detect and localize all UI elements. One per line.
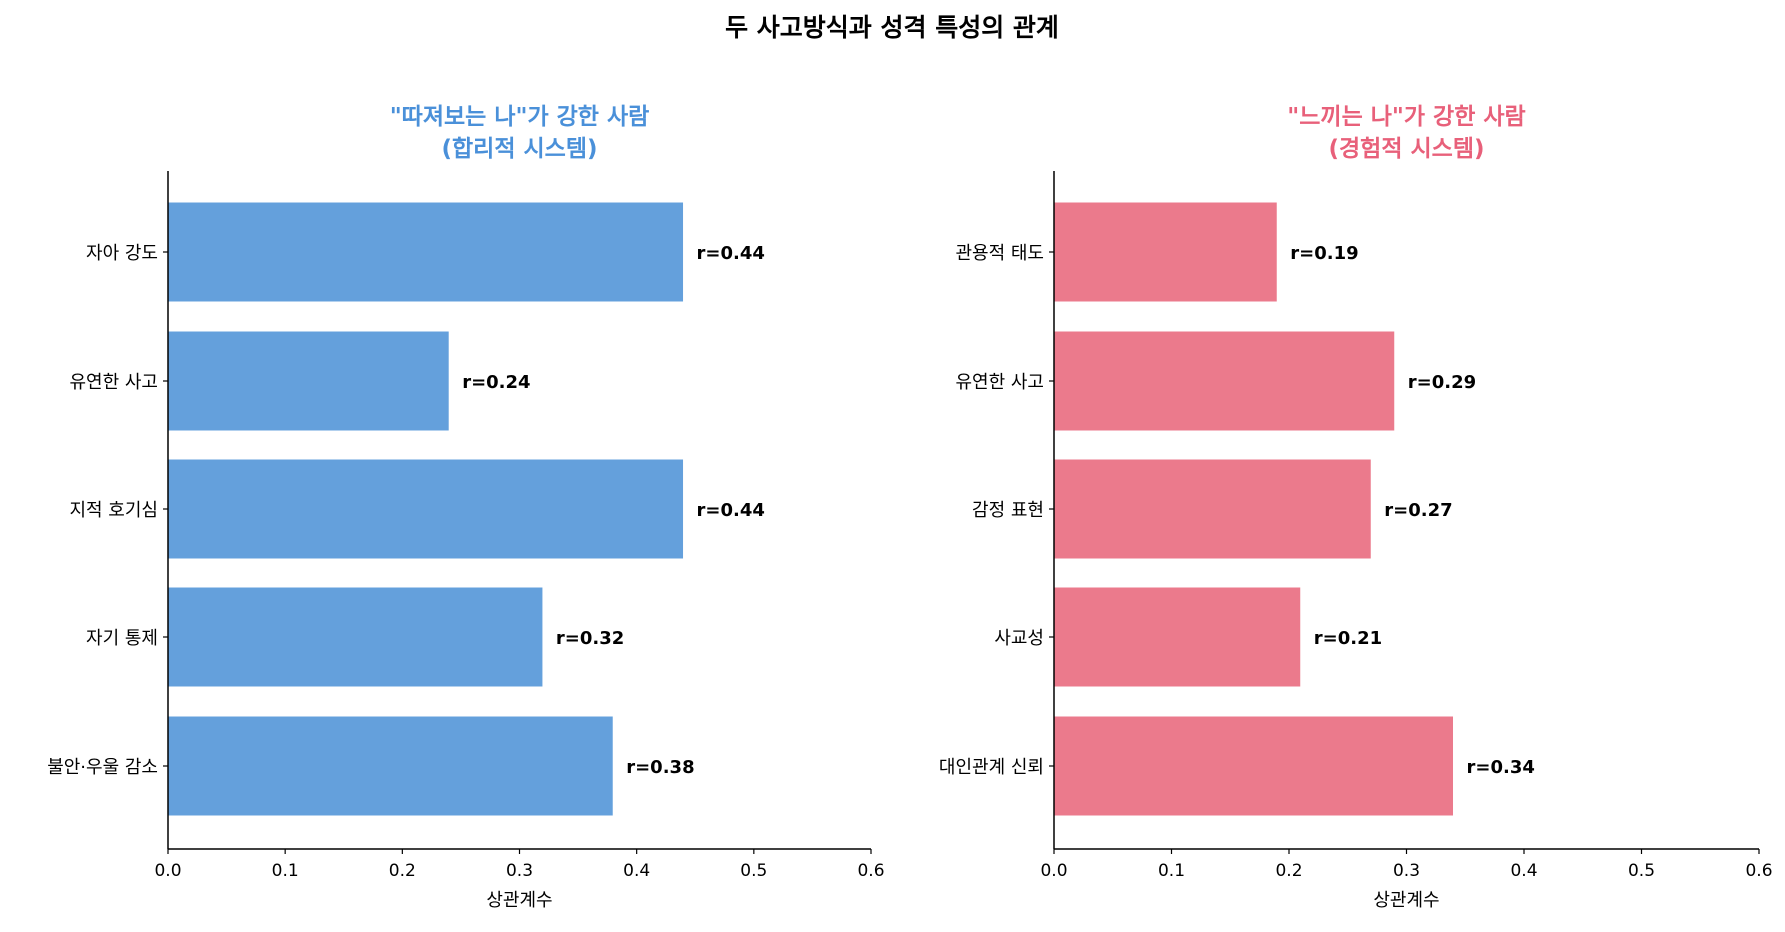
bar bbox=[167, 458, 685, 560]
data-label: r=0.24 bbox=[462, 372, 530, 393]
x-tick-label: 0.6 bbox=[857, 861, 884, 881]
y-tick-label: 지적 호기심 bbox=[69, 500, 158, 521]
y-tick-label: 사교성 bbox=[994, 628, 1044, 649]
y-tick-label: 대인관계 신뢰 bbox=[939, 757, 1044, 778]
x-axis-label: 상관계수 bbox=[486, 890, 552, 911]
x-tick-label: 0.4 bbox=[623, 861, 650, 881]
y-tick-label: 유연한 사고 bbox=[69, 372, 158, 393]
x-tick-label: 0.5 bbox=[740, 861, 767, 881]
x-tick-label: 0.6 bbox=[1745, 861, 1772, 881]
data-label: r=0.27 bbox=[1384, 500, 1452, 521]
bar bbox=[167, 201, 685, 303]
bar bbox=[167, 715, 614, 817]
x-tick-label: 0.3 bbox=[506, 861, 533, 881]
data-label: r=0.19 bbox=[1290, 243, 1358, 264]
data-label: r=0.21 bbox=[1314, 628, 1382, 649]
panel-title-line: (합리적 시스템) bbox=[442, 136, 598, 162]
x-tick-label: 0.4 bbox=[1510, 861, 1537, 881]
data-label: r=0.29 bbox=[1408, 372, 1476, 393]
data-label: r=0.38 bbox=[626, 757, 694, 778]
panel-title-line: (경험적 시스템) bbox=[1329, 136, 1485, 162]
x-tick-label: 0.0 bbox=[154, 861, 181, 881]
y-tick-label: 감정 표현 bbox=[972, 500, 1044, 521]
data-label: r=0.44 bbox=[697, 500, 765, 521]
y-tick-label: 자아 강도 bbox=[86, 243, 158, 264]
x-tick-label: 0.5 bbox=[1628, 861, 1655, 881]
data-label: r=0.44 bbox=[697, 243, 765, 264]
x-tick-label: 0.3 bbox=[1393, 861, 1420, 881]
bar bbox=[167, 330, 450, 432]
bar bbox=[1053, 715, 1454, 817]
bar bbox=[167, 586, 544, 688]
figure-title: 두 사고방식과 성격 특성의 관계 bbox=[725, 13, 1059, 42]
bar bbox=[1053, 330, 1396, 432]
bar bbox=[1053, 586, 1302, 688]
bar bbox=[1053, 458, 1372, 560]
data-label: r=0.34 bbox=[1467, 757, 1535, 778]
x-tick-label: 0.1 bbox=[272, 861, 299, 881]
panel-title-line: "따져보는 나"가 강한 사람 bbox=[390, 104, 650, 130]
panel-title-line: "느끼는 나"가 강한 사람 bbox=[1287, 104, 1525, 130]
y-tick-label: 자기 통제 bbox=[86, 628, 158, 649]
x-tick-label: 0.2 bbox=[1275, 861, 1302, 881]
y-tick-label: 불안·우울 감소 bbox=[47, 757, 158, 778]
x-tick-label: 0.2 bbox=[389, 861, 416, 881]
x-tick-label: 0.0 bbox=[1040, 861, 1067, 881]
y-tick-label: 유연한 사고 bbox=[955, 372, 1044, 393]
bar bbox=[1053, 201, 1278, 303]
y-tick-label: 관용적 태도 bbox=[955, 243, 1044, 264]
x-axis-label: 상관계수 bbox=[1373, 890, 1439, 911]
data-label: r=0.32 bbox=[556, 628, 624, 649]
x-tick-label: 0.1 bbox=[1158, 861, 1185, 881]
